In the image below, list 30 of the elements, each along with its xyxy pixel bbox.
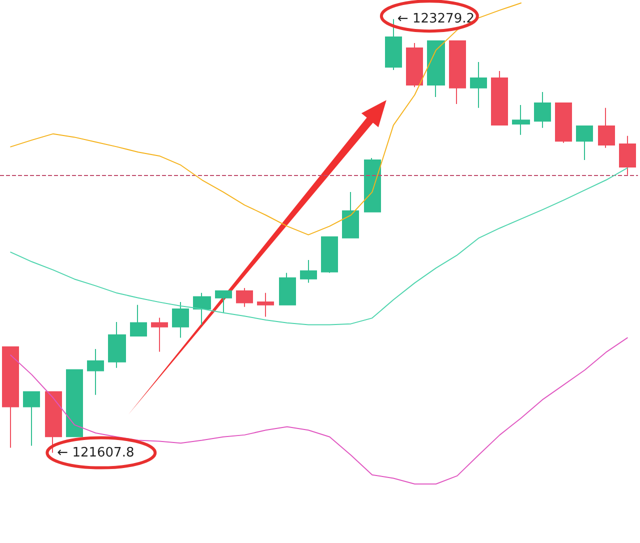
candlestick	[130, 304, 147, 336]
candlestick	[512, 104, 530, 136]
candlestick	[236, 287, 253, 308]
candlestick	[87, 348, 104, 396]
annotation: ← 123279.2	[397, 12, 474, 27]
candlestick	[215, 290, 232, 314]
candlestick	[193, 292, 211, 326]
candlestick	[449, 40, 466, 104]
candlestick	[364, 157, 381, 212]
candlestick	[257, 292, 274, 318]
candlestick	[555, 102, 572, 144]
candlestick	[342, 191, 359, 238]
candlestick	[427, 40, 445, 98]
candlestick	[108, 321, 126, 368]
candlestick	[598, 107, 615, 148]
candlestick	[619, 135, 636, 176]
candlestick	[534, 92, 551, 128]
candlestick	[2, 346, 19, 448]
candlestick	[23, 391, 40, 446]
candlestick	[66, 369, 83, 438]
candlestick	[491, 70, 508, 126]
candlestick	[151, 317, 168, 352]
annotation: ← 121607.8	[57, 445, 134, 460]
candlestick	[172, 301, 189, 338]
candlestick	[321, 236, 338, 274]
candlestick	[279, 272, 296, 306]
candlestick	[470, 61, 487, 108]
candlestick	[576, 126, 593, 161]
candlestick	[406, 42, 423, 88]
candlestick	[300, 259, 317, 284]
